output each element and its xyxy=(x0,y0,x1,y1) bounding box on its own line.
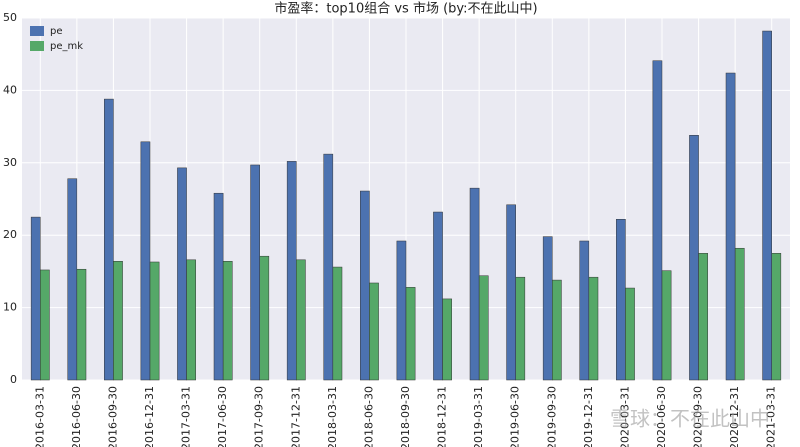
bar xyxy=(149,261,160,381)
bar xyxy=(552,279,562,381)
bar xyxy=(259,255,270,381)
y-tick-label: 50 xyxy=(3,11,17,24)
bar xyxy=(360,190,370,381)
legend-swatch xyxy=(30,41,44,51)
bar xyxy=(140,141,151,381)
x-tick-label: 2020-03-31 xyxy=(618,386,631,447)
x-tick-label: 2018-03-31 xyxy=(326,386,339,447)
x-tick-label: 2018-06-30 xyxy=(362,386,375,447)
x-tick-label: 2017-03-31 xyxy=(180,386,193,447)
x-tick-label: 2016-09-30 xyxy=(106,386,119,447)
bar xyxy=(433,211,443,381)
y-tick-label: 0 xyxy=(10,373,17,386)
bar xyxy=(652,60,663,381)
legend: pe pe_mk xyxy=(30,26,83,52)
bars xyxy=(30,30,782,381)
bar xyxy=(405,287,416,381)
bar xyxy=(177,167,187,381)
bar xyxy=(222,261,233,381)
bar xyxy=(286,161,297,381)
bar xyxy=(113,261,123,381)
bar xyxy=(469,187,480,381)
bar xyxy=(396,240,407,381)
x-tick-label: 2020-12-31 xyxy=(728,386,741,447)
chart-title: 市盈率：top10组合 vs 市场 (by:不在此山中) xyxy=(274,1,537,17)
grid: 0 10 20 30 40 50 2016-03-31 2016-06-30 2016-09-3… xyxy=(3,11,790,447)
bar xyxy=(76,268,87,381)
x-tick-label: 2019-06-30 xyxy=(509,386,522,447)
x-tick-label: 2018-09-30 xyxy=(399,386,412,447)
bar xyxy=(579,240,590,381)
bar xyxy=(625,287,635,381)
x-tick-label: 2019-09-30 xyxy=(545,386,558,447)
bar xyxy=(734,247,745,381)
bar xyxy=(104,98,114,381)
bar xyxy=(186,259,196,381)
x-tick-label: 2017-06-30 xyxy=(216,386,229,447)
bar xyxy=(30,216,41,381)
y-tick-label: 10 xyxy=(3,301,17,314)
bar xyxy=(213,192,224,381)
bar xyxy=(369,282,379,381)
bar xyxy=(762,30,772,381)
bar xyxy=(506,204,516,381)
x-tick-label: 2021-03-31 xyxy=(765,386,778,447)
y-tick-label: 20 xyxy=(3,228,17,241)
legend-label: pe_mk xyxy=(50,41,83,52)
bar xyxy=(542,236,553,381)
bar xyxy=(698,253,708,381)
bar xyxy=(588,276,599,381)
x-tick-label: 2019-12-31 xyxy=(582,386,595,447)
bar xyxy=(478,275,489,381)
bar xyxy=(689,135,699,381)
bar xyxy=(616,219,626,381)
bar xyxy=(332,266,343,381)
bar xyxy=(40,269,50,381)
x-tick-label: 2020-09-30 xyxy=(692,386,705,447)
bar xyxy=(442,298,452,381)
x-tick-label: 2017-12-31 xyxy=(289,386,302,447)
y-tick-label: 30 xyxy=(3,156,17,169)
legend-swatch xyxy=(30,26,44,36)
bar xyxy=(771,253,782,381)
x-tick-label: 2016-03-31 xyxy=(33,386,46,447)
bar xyxy=(323,153,334,381)
x-tick-label: 2016-12-31 xyxy=(143,386,156,447)
x-tick-label: 2017-09-30 xyxy=(253,386,266,447)
bar xyxy=(661,270,672,381)
y-tick-label: 40 xyxy=(3,83,17,96)
x-tick-label: 2016-06-30 xyxy=(70,386,83,447)
bar xyxy=(725,72,736,381)
x-tick-label: 2018-12-31 xyxy=(436,386,449,447)
bar xyxy=(296,259,306,381)
bar xyxy=(515,276,526,381)
watermark: 雪球：不在此山中 xyxy=(610,407,770,431)
x-tick-label: 2019-03-31 xyxy=(472,386,485,447)
bar xyxy=(250,164,260,381)
bar xyxy=(67,178,78,381)
x-tick-label: 2020-06-30 xyxy=(655,386,668,447)
legend-label: pe xyxy=(50,26,63,37)
